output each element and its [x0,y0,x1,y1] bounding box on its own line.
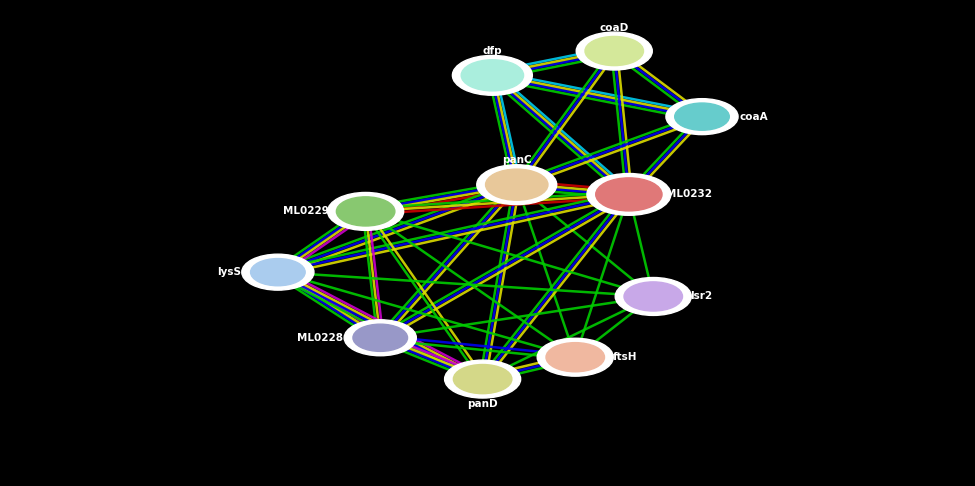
Circle shape [461,60,524,91]
Text: ftsH: ftsH [612,352,637,362]
Circle shape [452,55,532,95]
Circle shape [464,369,501,389]
Circle shape [576,32,652,70]
Circle shape [445,360,521,398]
Circle shape [595,41,634,60]
Text: panD: panD [467,399,498,409]
Text: ML0229: ML0229 [283,207,329,216]
Text: dfp: dfp [483,46,502,56]
Circle shape [607,184,650,205]
Text: panC: panC [502,155,531,165]
Circle shape [684,108,720,125]
Circle shape [344,320,416,356]
Circle shape [596,178,662,211]
Text: coaD: coaD [600,22,629,33]
Circle shape [624,282,682,311]
Circle shape [587,174,671,215]
Circle shape [634,287,673,306]
Circle shape [347,202,384,221]
Circle shape [675,103,729,130]
Circle shape [328,192,404,230]
Text: coaA: coaA [739,112,767,122]
Circle shape [472,65,513,86]
Circle shape [242,254,314,290]
Circle shape [251,259,305,286]
Text: ML0228: ML0228 [297,333,343,343]
Circle shape [363,329,398,347]
Circle shape [556,348,595,367]
Circle shape [666,99,738,135]
Circle shape [537,338,613,376]
Text: lsr2: lsr2 [690,292,713,301]
Text: ML0232: ML0232 [666,190,712,199]
Circle shape [453,364,512,394]
Circle shape [477,165,557,205]
Circle shape [336,197,395,226]
Circle shape [496,174,537,195]
Circle shape [615,278,691,315]
Circle shape [260,263,295,281]
Text: lysS: lysS [216,267,241,277]
Circle shape [546,343,604,372]
Circle shape [585,36,644,66]
Circle shape [486,169,548,200]
Circle shape [353,324,408,351]
